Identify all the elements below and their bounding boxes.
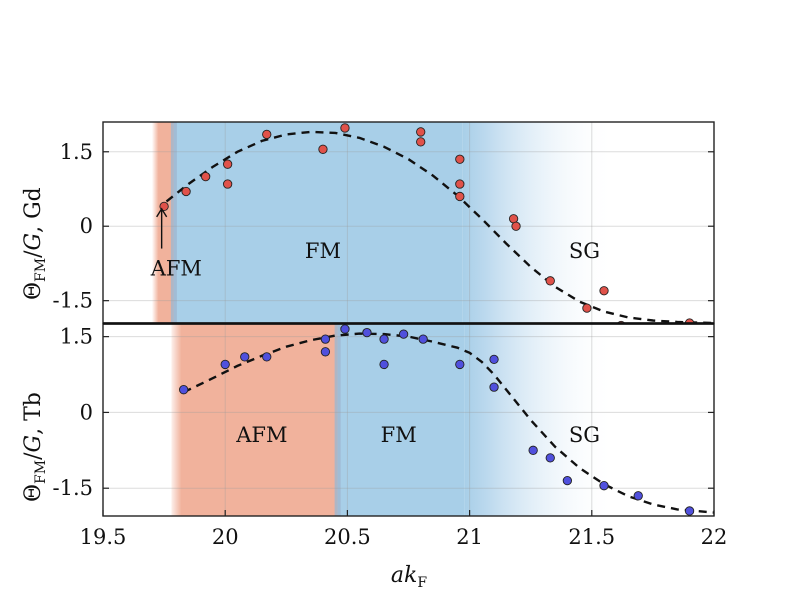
data-point bbox=[545, 276, 555, 286]
data-point bbox=[220, 359, 230, 370]
data-point bbox=[418, 334, 428, 344]
region-label-sg: SG bbox=[569, 423, 600, 447]
data-point bbox=[262, 352, 272, 362]
data-point bbox=[222, 179, 233, 189]
ytick-label: -1.5 bbox=[53, 476, 94, 500]
region-afm-tb bbox=[171, 324, 338, 516]
data-point bbox=[379, 334, 389, 344]
yticks-gd: 1.5 0 -1.5 bbox=[53, 140, 714, 313]
data-point bbox=[320, 334, 331, 344]
ytick-label: 0 bbox=[80, 400, 93, 424]
data-point bbox=[416, 137, 426, 147]
yticks-tb: 1.5 0 -1.5 bbox=[53, 325, 714, 500]
data-point bbox=[599, 481, 609, 491]
data-point bbox=[489, 354, 499, 365]
ylabel-gd: ΘFM/G, Gd bbox=[21, 187, 49, 300]
data-point bbox=[455, 154, 465, 164]
region-label-afm: AFM bbox=[150, 256, 202, 280]
regions-tb bbox=[171, 324, 617, 516]
afm-arrow-head bbox=[156, 207, 168, 218]
data-point bbox=[511, 221, 521, 231]
ytick-label: 1.5 bbox=[60, 325, 93, 349]
data-point bbox=[562, 475, 573, 486]
xtick-label: 19.5 bbox=[80, 525, 127, 549]
xtick-label: 21 bbox=[456, 525, 483, 549]
data-point bbox=[362, 327, 372, 338]
data-point bbox=[320, 347, 331, 357]
xtick-label: 20 bbox=[212, 525, 239, 549]
data-point bbox=[633, 491, 643, 501]
data-point bbox=[340, 123, 350, 133]
region-fm-tb bbox=[337, 324, 465, 516]
data-point bbox=[455, 359, 465, 370]
data-point bbox=[455, 179, 465, 189]
data-point bbox=[379, 359, 389, 370]
regions-gd bbox=[151, 122, 617, 323]
data-point bbox=[599, 286, 609, 296]
data-point bbox=[240, 352, 250, 362]
panel-gd: AFM FM SG 1.5 0 -1.5 bbox=[53, 121, 715, 324]
data-point bbox=[489, 382, 499, 392]
region-afm-gd bbox=[151, 122, 174, 323]
region-label-fm: FM bbox=[381, 423, 417, 447]
grid-gd bbox=[103, 122, 714, 323]
annotations-tb: AFM FM SG bbox=[235, 423, 600, 447]
points-tb bbox=[179, 324, 695, 516]
data-point bbox=[318, 144, 328, 154]
data-point bbox=[340, 324, 350, 334]
data-point bbox=[455, 191, 465, 202]
region-boundary bbox=[334, 324, 341, 516]
ytick-label: -1.5 bbox=[53, 289, 94, 313]
ytick-label: 1.5 bbox=[60, 140, 93, 164]
region-sg-tb bbox=[464, 324, 617, 516]
panel-tb: AFM FM SG 1.5 0 -1.5 19.5 20 20.5 21 21.5 22 bbox=[53, 323, 728, 549]
fit-line-gd bbox=[165, 130, 714, 323]
ytick-label: 0 bbox=[80, 214, 93, 238]
region-boundary bbox=[170, 122, 177, 323]
annotations-gd: AFM FM SG bbox=[150, 207, 600, 280]
data-point bbox=[262, 129, 272, 140]
data-point bbox=[416, 127, 426, 137]
ylabel-tb: ΘFM/G, Tb bbox=[21, 392, 49, 502]
data-point bbox=[528, 445, 538, 455]
data-point bbox=[181, 186, 191, 197]
xtick-label: 22 bbox=[701, 525, 728, 549]
data-point bbox=[179, 385, 189, 395]
xticks: 19.5 20 20.5 21 21.5 22 bbox=[80, 510, 728, 549]
region-label-sg: SG bbox=[569, 239, 600, 263]
points-gd bbox=[159, 123, 695, 323]
data-point bbox=[545, 453, 555, 463]
data-point bbox=[222, 159, 233, 169]
xlabel: akF bbox=[391, 563, 427, 591]
region-label-fm: FM bbox=[305, 239, 341, 263]
fit-curve bbox=[165, 130, 714, 323]
data-point bbox=[398, 329, 409, 339]
data-point bbox=[200, 171, 211, 182]
xtick-label: 21.5 bbox=[568, 525, 615, 549]
region-fm-gd bbox=[173, 122, 463, 323]
xtick-label: 20.5 bbox=[324, 525, 371, 549]
region-sg-gd bbox=[462, 122, 617, 323]
data-point bbox=[582, 303, 592, 313]
data-point bbox=[684, 506, 695, 516]
region-label-afm: AFM bbox=[235, 423, 287, 447]
